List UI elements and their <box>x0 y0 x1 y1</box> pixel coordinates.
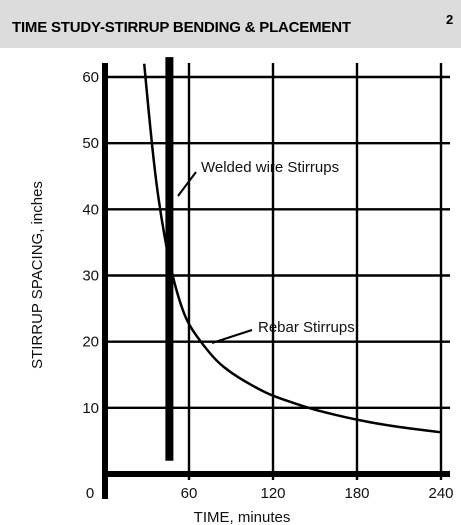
x-tick-label-60: 60 <box>181 485 198 502</box>
y-tick-label-40: 40 <box>82 201 99 218</box>
chart-title: TIME STUDY-STIRRUP BENDING & PLACEMENT <box>12 19 351 36</box>
x-tick-label-120: 120 <box>260 485 285 502</box>
x-tick-label-180: 180 <box>344 485 369 502</box>
annotation-leader-rebar <box>211 329 253 344</box>
y-tick-label-20: 20 <box>82 334 99 351</box>
series-layer <box>142 57 442 461</box>
y-tick-label-30: 30 <box>82 268 99 285</box>
y-tick-label-60: 60 <box>82 69 99 86</box>
series-rebar-stirrups <box>142 63 442 434</box>
annotation-rebar-stirrups: Rebar Stirrups <box>258 319 355 336</box>
x-tick-label-240: 240 <box>428 485 453 502</box>
annotation-welded-wire-stirrups: Welded wire Stirrups <box>201 159 339 176</box>
grid-layer <box>105 63 450 480</box>
title-band <box>0 0 461 48</box>
annotation-layer: Welded wire Stirrups Rebar Stirrups <box>177 159 355 344</box>
y-tick-label-50: 50 <box>82 135 99 152</box>
y-axis-title: STIRRUP SPACING, inches <box>29 181 46 369</box>
title-superscript: 2 <box>446 12 454 27</box>
x-tick-label-0: 0 <box>86 485 94 502</box>
tick-label-layer: 10 20 30 40 50 60 0 60 120 180 240 <box>82 69 453 502</box>
x-axis-title: TIME, minutes <box>194 509 291 525</box>
y-tick-label-10: 10 <box>82 400 99 417</box>
annotation-leader-welded-wire <box>177 171 197 197</box>
axis-layer <box>102 63 450 499</box>
